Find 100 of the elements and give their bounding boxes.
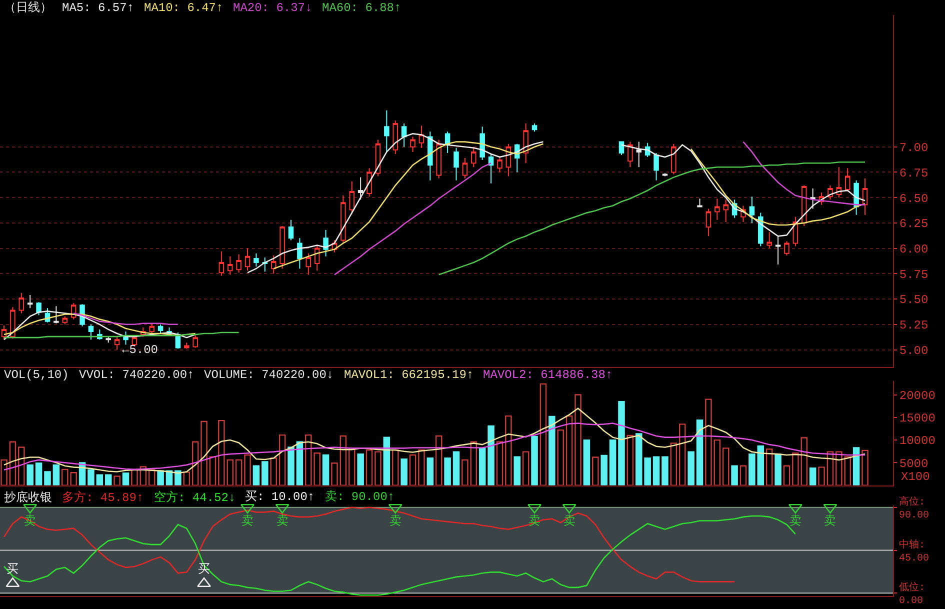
text: MA5: 6.57↑ (62, 1, 134, 15)
bar (618, 400, 625, 486)
candlestick (340, 195, 346, 244)
text: 多方: 45.89↑ (62, 490, 144, 505)
bar (757, 445, 764, 486)
candlestick (410, 136, 416, 152)
candlestick (471, 146, 476, 168)
candlestick (123, 331, 128, 346)
candlestick (532, 123, 538, 132)
candlestick (488, 153, 494, 184)
candlestick (810, 188, 816, 210)
y-tick-label: 5.75 (899, 268, 928, 282)
data-label: 卖 (276, 514, 288, 528)
bar (462, 459, 468, 486)
bar (96, 474, 104, 486)
bar (114, 476, 120, 486)
bar (262, 461, 268, 486)
candlestick (758, 212, 764, 247)
y-tick-label: 高位: 90.00 (899, 495, 930, 522)
y-tick-label: 15000 (899, 412, 936, 426)
line-series (3, 408, 866, 474)
chart-title: （日线） (4, 1, 52, 15)
text: MA20: 6.37↓ (233, 1, 312, 15)
bar (209, 456, 216, 486)
bar (52, 464, 60, 486)
candlestick (106, 336, 111, 344)
bar (670, 442, 678, 486)
candlestick (628, 141, 633, 168)
bar (678, 424, 686, 486)
text: 空方: 44.52↓ (154, 490, 236, 505)
candlestick (454, 147, 459, 181)
candlestick (297, 238, 302, 270)
bar (278, 434, 286, 486)
bar (548, 416, 556, 486)
candlestick (288, 219, 294, 241)
bar (740, 465, 747, 486)
candlestick (844, 168, 850, 192)
bar (696, 420, 704, 486)
candlestick (723, 199, 728, 222)
data-label: 卖 (242, 514, 254, 528)
candlestick (401, 123, 407, 148)
candlestick (801, 184, 807, 226)
annotation: VOLUME: 740220.00↓ (204, 368, 334, 382)
candlestick (218, 250, 224, 276)
bar (340, 435, 347, 486)
candlestick (497, 156, 502, 173)
y-tick-label: 低位: 0.00 (899, 581, 926, 608)
bar (583, 439, 590, 486)
bar (809, 468, 816, 486)
y-tick-label: 5.25 (899, 318, 928, 333)
bar (270, 458, 277, 486)
line-series (3, 422, 866, 471)
candlestick (36, 302, 42, 316)
bar (714, 439, 721, 486)
candlestick (749, 196, 755, 224)
data-label: 卖 (824, 514, 836, 528)
y-tick-label: 5000 (899, 456, 928, 471)
bar (348, 448, 356, 486)
bar (766, 448, 773, 486)
data-label: 买 (198, 562, 210, 577)
bar (705, 398, 712, 486)
chart-title: VOL(5,10) (4, 368, 69, 382)
candlestick (149, 322, 154, 334)
y-tick-label: 5.00 (899, 344, 928, 358)
candlestick (706, 208, 712, 237)
bar (44, 471, 51, 486)
bar (383, 436, 390, 486)
candlestick (18, 292, 24, 314)
bar (18, 446, 25, 486)
bar (88, 469, 94, 486)
candlestick (158, 324, 164, 334)
bar (566, 415, 573, 486)
bar (818, 466, 825, 486)
candlestick (227, 256, 233, 276)
bar (505, 415, 512, 486)
bar (357, 453, 364, 486)
text: MAVOL1: 662195.19↑ (344, 368, 474, 382)
y-tick-label: 中轴: 45.00 (899, 538, 930, 564)
bar (662, 456, 668, 486)
candlestick (862, 178, 868, 216)
bar (592, 456, 599, 486)
bar (531, 436, 538, 486)
candlestick (766, 232, 772, 249)
y-tick-label: 10000 (899, 434, 936, 448)
bar (600, 454, 608, 486)
candlestick (192, 335, 198, 348)
candlestick (306, 252, 312, 276)
text: 买: 10.00↑ (245, 490, 315, 504)
y-tick-label: 6.50 (899, 192, 928, 206)
bar (826, 451, 834, 486)
candlestick (27, 294, 33, 309)
bar (609, 439, 616, 486)
y-tick-label: 20000 (899, 388, 936, 403)
candlestick (523, 123, 528, 164)
bar (722, 448, 730, 486)
y-tick-label: 6.25 (899, 217, 928, 232)
bar (496, 441, 504, 486)
y-tick-label: 6.75 (899, 166, 928, 180)
bar (540, 383, 547, 486)
bar (435, 435, 442, 486)
